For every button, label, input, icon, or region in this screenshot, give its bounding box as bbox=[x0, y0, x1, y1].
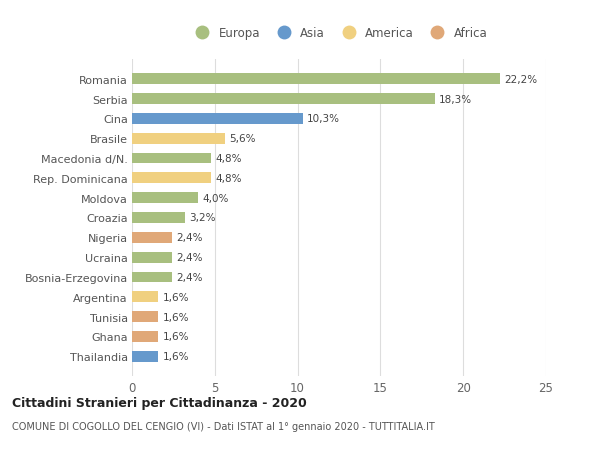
Text: 1,6%: 1,6% bbox=[163, 332, 189, 342]
Bar bbox=[132, 173, 211, 184]
Bar bbox=[132, 232, 172, 243]
Bar bbox=[132, 213, 185, 224]
Text: 3,2%: 3,2% bbox=[189, 213, 215, 223]
Text: Cittadini Stranieri per Cittadinanza - 2020: Cittadini Stranieri per Cittadinanza - 2… bbox=[12, 396, 307, 409]
Text: 1,6%: 1,6% bbox=[163, 292, 189, 302]
Bar bbox=[132, 312, 158, 322]
Text: 5,6%: 5,6% bbox=[229, 134, 256, 144]
Text: 1,6%: 1,6% bbox=[163, 352, 189, 362]
Bar bbox=[132, 134, 225, 144]
Text: COMUNE DI COGOLLO DEL CENGIO (VI) - Dati ISTAT al 1° gennaio 2020 - TUTTITALIA.I: COMUNE DI COGOLLO DEL CENGIO (VI) - Dati… bbox=[12, 421, 435, 431]
Text: 22,2%: 22,2% bbox=[504, 74, 537, 84]
Text: 2,4%: 2,4% bbox=[176, 252, 202, 263]
Bar bbox=[132, 193, 198, 204]
Text: 18,3%: 18,3% bbox=[439, 94, 472, 104]
Bar bbox=[132, 331, 158, 342]
Text: 10,3%: 10,3% bbox=[307, 114, 340, 124]
Text: 4,8%: 4,8% bbox=[215, 154, 242, 164]
Legend: Europa, Asia, America, Africa: Europa, Asia, America, Africa bbox=[188, 24, 490, 42]
Bar bbox=[132, 153, 211, 164]
Text: 2,4%: 2,4% bbox=[176, 233, 202, 243]
Text: 4,8%: 4,8% bbox=[215, 174, 242, 184]
Bar bbox=[132, 351, 158, 362]
Text: 1,6%: 1,6% bbox=[163, 312, 189, 322]
Bar bbox=[132, 74, 500, 85]
Bar bbox=[132, 114, 302, 124]
Text: 2,4%: 2,4% bbox=[176, 272, 202, 282]
Bar bbox=[132, 272, 172, 283]
Bar bbox=[132, 94, 435, 105]
Bar bbox=[132, 292, 158, 302]
Text: 4,0%: 4,0% bbox=[202, 193, 229, 203]
Bar bbox=[132, 252, 172, 263]
